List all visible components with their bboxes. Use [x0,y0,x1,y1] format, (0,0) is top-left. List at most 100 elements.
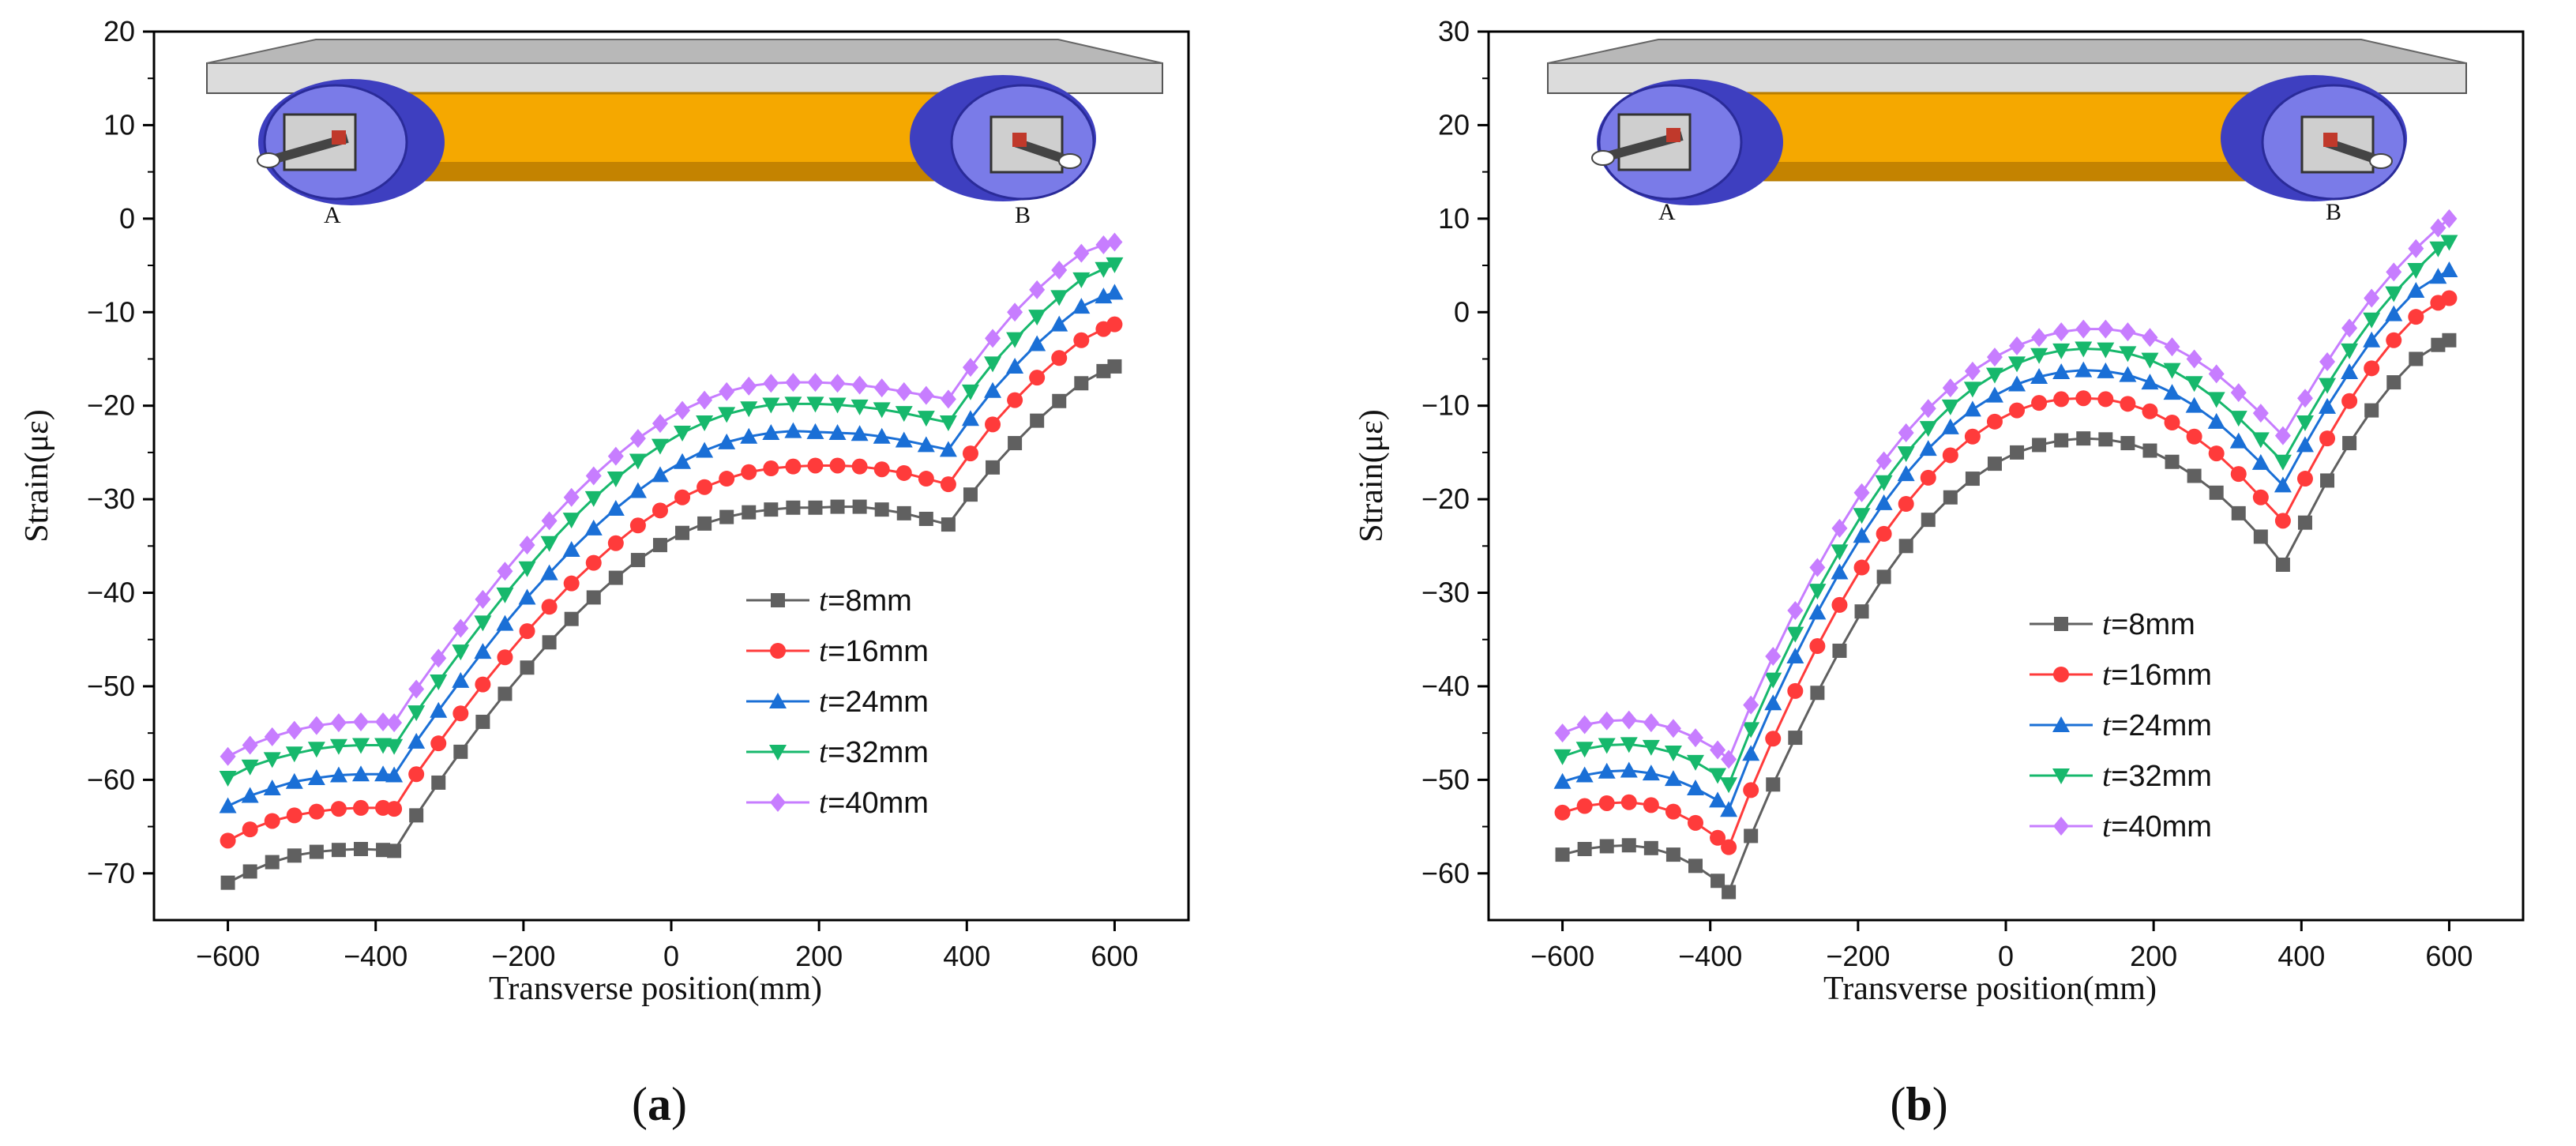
data-point [917,436,935,453]
data-point [961,410,979,426]
data-point [2274,513,2291,529]
data-point [1106,232,1123,252]
data-point [2098,432,2113,447]
data-point [674,489,691,505]
data-point [1942,378,1958,398]
data-point [353,712,369,731]
data-point [353,799,369,816]
data-point [1687,754,1704,771]
data-point [540,535,558,552]
data-point [2385,286,2403,302]
data-point [1107,359,1122,374]
y-tick-label: −60 [87,763,135,795]
data-point [1642,739,1660,756]
data-point [2296,389,2313,408]
data-point [1853,559,1870,576]
data-point [806,423,824,439]
legend: t=8mm t=16mm t=24mm t=32mm t=40mm [2030,606,2212,844]
data-point [1831,518,1848,538]
data-point [895,431,913,448]
data-point [1710,874,1725,889]
data-point [1073,332,1090,348]
data-point [2441,290,2458,306]
data-point [786,500,801,515]
data-point [719,509,734,524]
series-t-40mm [220,232,1123,766]
data-point [873,402,891,419]
legend-swatch-marker [770,643,786,659]
data-point [2407,262,2425,279]
data-point [562,541,580,558]
data-point [1965,472,1980,487]
y-axis-title: Strain(με) [19,409,55,542]
data-point [2141,374,2159,390]
data-point [829,374,846,393]
support-a-icon [257,79,445,205]
legend-label: t=32mm [2102,757,2212,793]
data-point [2185,376,2203,393]
data-point [1788,731,1803,746]
data-point [408,679,425,699]
data-point [2430,218,2446,238]
data-point [606,472,625,488]
data-point [585,554,602,571]
data-point [263,780,281,796]
data-point [607,446,624,466]
data-point [784,396,802,413]
data-point [542,635,557,650]
data-point [1875,475,1893,491]
data-point [520,660,535,675]
data-point [1575,766,1594,783]
data-point [1898,423,1914,443]
data-point [1095,261,1113,278]
data-point [1028,335,1046,351]
series-line [227,240,1115,758]
data-point [985,416,1001,433]
data-point [608,570,623,585]
data-point [762,424,780,441]
data-point [674,453,692,469]
data-point [1710,740,1726,760]
data-point [1106,284,1124,300]
data-point [1553,749,1572,765]
data-point [385,738,404,755]
data-point [431,775,446,790]
data-point [1051,350,1068,366]
data-point [2030,367,2048,384]
data-point [1720,777,1738,794]
series-t-32mm [219,257,1124,787]
data-point [2009,402,2026,419]
data-point [1576,798,1593,814]
data-point [308,803,325,820]
data-point [1765,731,1782,747]
y-tick-label: 10 [1438,202,1470,235]
data-point [241,787,259,803]
series-line [1562,269,2450,812]
data-point [2165,454,2180,469]
data-point [2319,430,2336,447]
legend-entry: t=40mm [746,784,929,820]
x-axis-title: Transverse position(mm) [1823,971,2157,1007]
data-point [2429,268,2447,284]
data-point [1876,525,1892,542]
data-point [285,772,303,789]
data-point [1664,746,1682,762]
data-point [563,575,580,592]
y-tick-label: −20 [87,389,135,422]
data-point [1007,392,1023,408]
data-point [2097,342,2115,359]
data-point [939,441,957,457]
data-point [430,701,448,718]
data-point [1985,367,2003,384]
x-tick-label: 0 [1998,940,2014,972]
series-line [227,263,1116,780]
data-point [807,457,824,474]
data-point [2185,396,2203,413]
data-point [2296,415,2314,431]
data-point [674,400,691,420]
data-point [1599,839,1614,854]
data-point [2385,305,2403,321]
data-point [585,466,602,486]
data-point [696,415,714,431]
data-point [1073,243,1090,263]
